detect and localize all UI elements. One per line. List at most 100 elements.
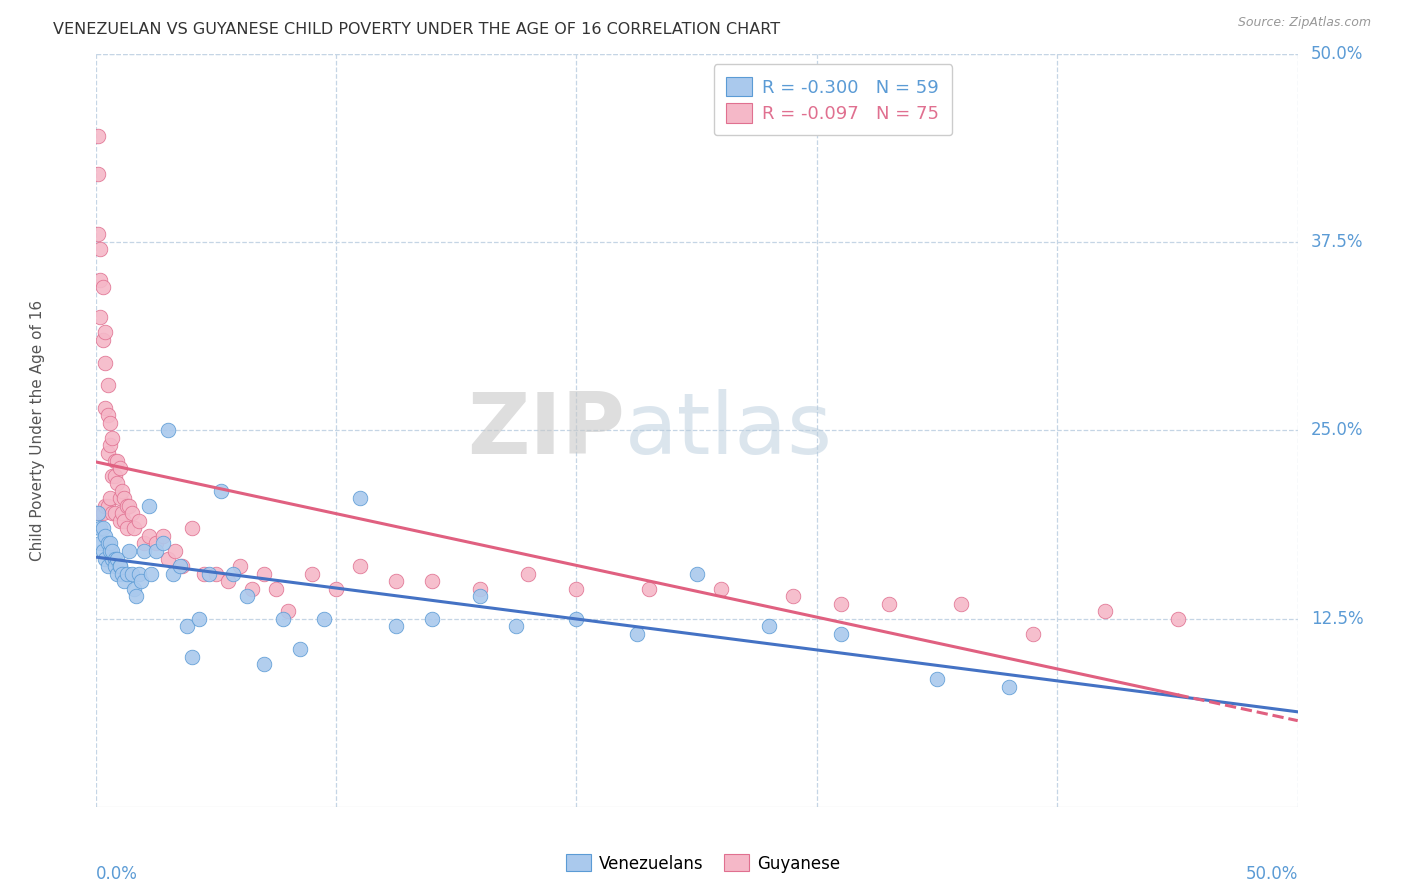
Point xyxy=(111,483,134,498)
Point xyxy=(122,582,145,596)
Point xyxy=(104,468,127,483)
Point xyxy=(87,227,110,242)
Point xyxy=(91,280,114,294)
Point xyxy=(385,574,408,589)
Point xyxy=(105,453,128,467)
Point xyxy=(104,506,127,520)
Point xyxy=(108,559,131,574)
Point xyxy=(91,544,114,558)
Point xyxy=(925,672,948,686)
Point xyxy=(104,453,127,467)
Point xyxy=(94,355,117,369)
Legend: Venezuelans, Guyanese: Venezuelans, Guyanese xyxy=(560,847,846,880)
Point xyxy=(128,566,150,581)
Point xyxy=(152,536,174,550)
Point xyxy=(98,438,121,452)
Point xyxy=(87,129,110,144)
Point xyxy=(97,536,120,550)
Point xyxy=(180,649,202,664)
Point xyxy=(626,627,648,641)
Point xyxy=(277,604,299,618)
Text: 25.0%: 25.0% xyxy=(1310,421,1364,440)
Point xyxy=(122,521,145,535)
Point xyxy=(97,409,120,423)
Point xyxy=(97,499,120,513)
Point xyxy=(89,310,111,325)
Point xyxy=(229,559,252,574)
Point xyxy=(105,566,128,581)
Point xyxy=(87,506,110,520)
Point xyxy=(1167,612,1189,626)
Point xyxy=(101,544,124,558)
Point xyxy=(94,401,117,415)
Point xyxy=(162,566,184,581)
Legend: R = -0.300   N = 59, R = -0.097   N = 75: R = -0.300 N = 59, R = -0.097 N = 75 xyxy=(714,64,952,136)
Point xyxy=(172,559,194,574)
Point xyxy=(121,566,143,581)
Point xyxy=(505,619,527,633)
Point xyxy=(950,597,973,611)
Point xyxy=(97,559,120,574)
Point xyxy=(420,612,443,626)
Point xyxy=(253,566,276,581)
Point xyxy=(98,544,121,558)
Point xyxy=(349,491,371,506)
Text: 37.5%: 37.5% xyxy=(1310,233,1364,251)
Point xyxy=(132,544,155,558)
Point xyxy=(129,574,152,589)
Point xyxy=(98,491,121,506)
Point xyxy=(998,680,1021,694)
Point xyxy=(104,559,127,574)
Point xyxy=(193,566,215,581)
Point xyxy=(118,544,141,558)
Point xyxy=(240,582,263,596)
Point xyxy=(101,468,124,483)
Point xyxy=(830,597,852,611)
Point xyxy=(91,506,114,520)
Text: VENEZUELAN VS GUYANESE CHILD POVERTY UNDER THE AGE OF 16 CORRELATION CHART: VENEZUELAN VS GUYANESE CHILD POVERTY UND… xyxy=(53,22,780,37)
Point xyxy=(108,461,131,475)
Point xyxy=(470,589,492,603)
Point xyxy=(176,619,198,633)
Point xyxy=(710,582,733,596)
Point xyxy=(565,612,588,626)
Point xyxy=(145,536,167,550)
Point xyxy=(94,326,117,340)
Point xyxy=(163,544,186,558)
Point xyxy=(830,627,852,641)
Text: Source: ZipAtlas.com: Source: ZipAtlas.com xyxy=(1237,16,1371,29)
Point xyxy=(132,536,155,550)
Text: Child Poverty Under the Age of 16: Child Poverty Under the Age of 16 xyxy=(31,300,45,561)
Point xyxy=(98,416,121,430)
Point xyxy=(197,566,219,581)
Point xyxy=(221,566,243,581)
Point xyxy=(105,476,128,491)
Point xyxy=(139,566,162,581)
Point xyxy=(108,559,131,574)
Text: 12.5%: 12.5% xyxy=(1310,610,1364,628)
Text: atlas: atlas xyxy=(624,389,832,472)
Point xyxy=(271,612,294,626)
Point xyxy=(98,536,121,550)
Point xyxy=(877,597,900,611)
Point xyxy=(121,506,143,520)
Point xyxy=(288,642,311,657)
Point xyxy=(114,514,136,528)
Point xyxy=(349,559,371,574)
Point xyxy=(686,566,709,581)
Point xyxy=(325,582,347,596)
Point xyxy=(637,582,659,596)
Point xyxy=(205,566,228,581)
Point xyxy=(156,551,179,566)
Point xyxy=(264,582,287,596)
Point xyxy=(565,582,588,596)
Point xyxy=(145,544,167,558)
Point xyxy=(105,551,128,566)
Point xyxy=(94,529,117,543)
Point xyxy=(87,167,110,181)
Point xyxy=(236,589,259,603)
Point xyxy=(125,589,148,603)
Point xyxy=(301,566,323,581)
Point xyxy=(517,566,540,581)
Point xyxy=(156,424,179,438)
